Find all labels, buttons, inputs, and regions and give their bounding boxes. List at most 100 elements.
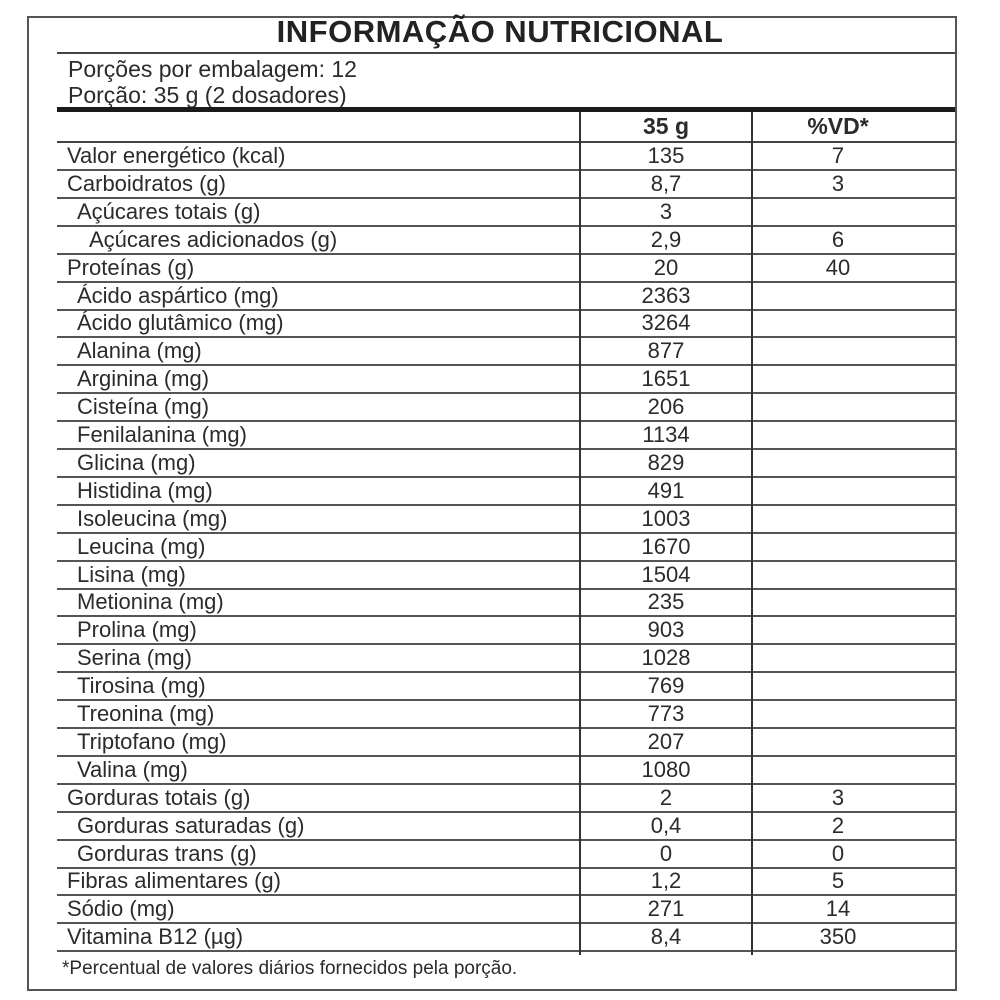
amount-value: 206 (647, 394, 685, 420)
table-row: Fibras alimentares (g) 1,2 5 (57, 868, 955, 897)
nutrient-name: Leucina (mg) (77, 533, 206, 559)
table-row: Histidina (mg) 491 (57, 478, 955, 506)
nutrient-name: Açúcares totais (g) (77, 198, 261, 224)
table-row: Açúcares totais (g) 3 (57, 199, 955, 227)
table-row: Arginina (mg) 1651 (57, 366, 955, 395)
amount-value: 829 (647, 449, 685, 475)
daily-value: 3 (831, 784, 845, 810)
amount-value: 3 (659, 198, 673, 224)
amount-value: 8,7 (650, 170, 682, 196)
table-row: Ácido aspártico (mg) 2363 (57, 283, 955, 311)
daily-value: 350 (819, 924, 857, 950)
table-row: Prolina (mg) 903 (57, 617, 955, 646)
table-row: Cisteína (mg) 206 (57, 394, 955, 423)
table-row: Ácido glutâmico (mg) 3264 (57, 310, 955, 339)
nutrient-name: Proteínas (g) (67, 254, 195, 280)
table-row: Sódio (mg) 271 14 (57, 896, 955, 925)
amount-value: 1504 (641, 561, 691, 587)
nutrient-name: Gorduras trans (g) (77, 840, 257, 866)
daily-value: 2 (831, 812, 845, 838)
amount-value: 773 (647, 701, 685, 726)
table-row: Proteínas (g) 20 40 (57, 255, 955, 283)
amount-value: 1080 (641, 756, 691, 782)
table-row: Leucina (mg) 1670 (57, 534, 955, 562)
table-row: Vitamina B12 (µg) 8,4 350 (57, 924, 955, 953)
nutrient-name: Treonina (mg) (77, 701, 215, 726)
daily-value: 14 (825, 896, 851, 922)
daily-value: 6 (831, 226, 845, 252)
nutrient-name: Histidina (mg) (77, 477, 213, 503)
table-row: Tirosina (mg) 769 (57, 673, 955, 702)
table-row: Alanina (mg) 877 (57, 338, 955, 367)
table-row: Isoleucina (mg) 1003 (57, 506, 955, 534)
table-row: Lisina (mg) 1504 (57, 562, 955, 590)
amount-value: 1,2 (650, 868, 682, 894)
nutrient-name: Prolina (mg) (77, 617, 197, 643)
amount-value: 1670 (641, 533, 691, 559)
amount-value: 1651 (641, 366, 691, 392)
nutrient-name: Gorduras totais (g) (67, 784, 251, 810)
serving-size: Porção: 35 g (2 dosadores) (68, 82, 347, 108)
amount-value: 491 (647, 477, 685, 503)
column-divider (751, 112, 753, 955)
servings-per-package: Porções por embalagem: 12 (68, 56, 357, 82)
daily-value: 40 (825, 254, 851, 280)
column-header-amount: 35 g (642, 113, 690, 139)
daily-value: 7 (831, 143, 845, 168)
amount-value: 20 (653, 254, 679, 280)
nutrient-name: Gorduras saturadas (g) (77, 812, 305, 838)
nutrient-name: Ácido glutâmico (mg) (77, 310, 284, 336)
thick-divider (57, 107, 955, 112)
table-row: Glicina (mg) 829 (57, 450, 955, 478)
table-row: Serina (mg) 1028 (57, 645, 955, 674)
daily-value: 3 (831, 170, 845, 196)
table-row: Gorduras trans (g) 0 0 (57, 841, 955, 869)
nutrient-name: Fenilalanina (mg) (77, 422, 247, 447)
nutrient-name: Fibras alimentares (g) (67, 868, 281, 894)
amount-value: 0,4 (650, 812, 682, 838)
nutrient-name: Metionina (mg) (77, 589, 224, 615)
amount-value: 903 (647, 617, 685, 643)
nutrient-name: Ácido aspártico (mg) (77, 282, 279, 308)
amount-value: 2363 (641, 282, 691, 308)
footnote: *Percentual de valores diários fornecido… (62, 958, 518, 979)
amount-value: 235 (647, 589, 685, 615)
table-row: Gorduras totais (g) 2 3 (57, 785, 955, 813)
amount-value: 135 (647, 143, 685, 168)
table-row: Valor energético (kcal) 135 7 (57, 143, 955, 171)
amount-value: 207 (647, 728, 685, 754)
daily-value: 0 (831, 840, 845, 866)
nutrient-name: Tirosina (mg) (77, 673, 206, 699)
nutrient-name: Lisina (mg) (77, 561, 186, 587)
nutrient-name: Carboidratos (g) (67, 170, 226, 196)
nutrient-name: Isoleucina (mg) (77, 505, 228, 531)
table-row: Carboidratos (g) 8,7 3 (57, 171, 955, 199)
nutrient-name: Cisteína (mg) (77, 394, 210, 420)
divider (57, 52, 955, 54)
nutrient-name: Triptofano (mg) (77, 728, 227, 754)
nutrient-name: Vitamina B12 (µg) (67, 924, 244, 950)
header-divider (57, 141, 955, 143)
table-row: Triptofano (mg) 207 (57, 729, 955, 757)
nutrition-label-frame (27, 16, 957, 991)
nutrient-name: Valor energético (kcal) (67, 143, 286, 168)
amount-value: 1134 (642, 422, 690, 447)
table-row: Treonina (mg) 773 (57, 701, 955, 729)
amount-value: 877 (647, 338, 685, 364)
nutrient-name: Valina (mg) (77, 756, 188, 782)
table-row: Valina (mg) 1080 (57, 757, 955, 785)
label-title: INFORMAÇÃO NUTRICIONAL (276, 14, 724, 49)
table-row: Fenilalanina (mg) 1134 (57, 422, 955, 450)
amount-value: 1028 (641, 645, 691, 671)
table-row: Metionina (mg) 235 (57, 589, 955, 618)
amount-value: 271 (647, 896, 685, 922)
amount-value: 769 (647, 673, 685, 699)
table-row: Gorduras saturadas (g) 0,4 2 (57, 813, 955, 841)
amount-value: 8,4 (650, 924, 682, 950)
nutrient-name: Sódio (mg) (67, 896, 175, 922)
column-divider (579, 112, 581, 955)
daily-value: 5 (831, 868, 845, 894)
amount-value: 1003 (641, 505, 691, 531)
nutrient-name: Glicina (mg) (77, 449, 196, 475)
amount-value: 0 (659, 840, 673, 866)
